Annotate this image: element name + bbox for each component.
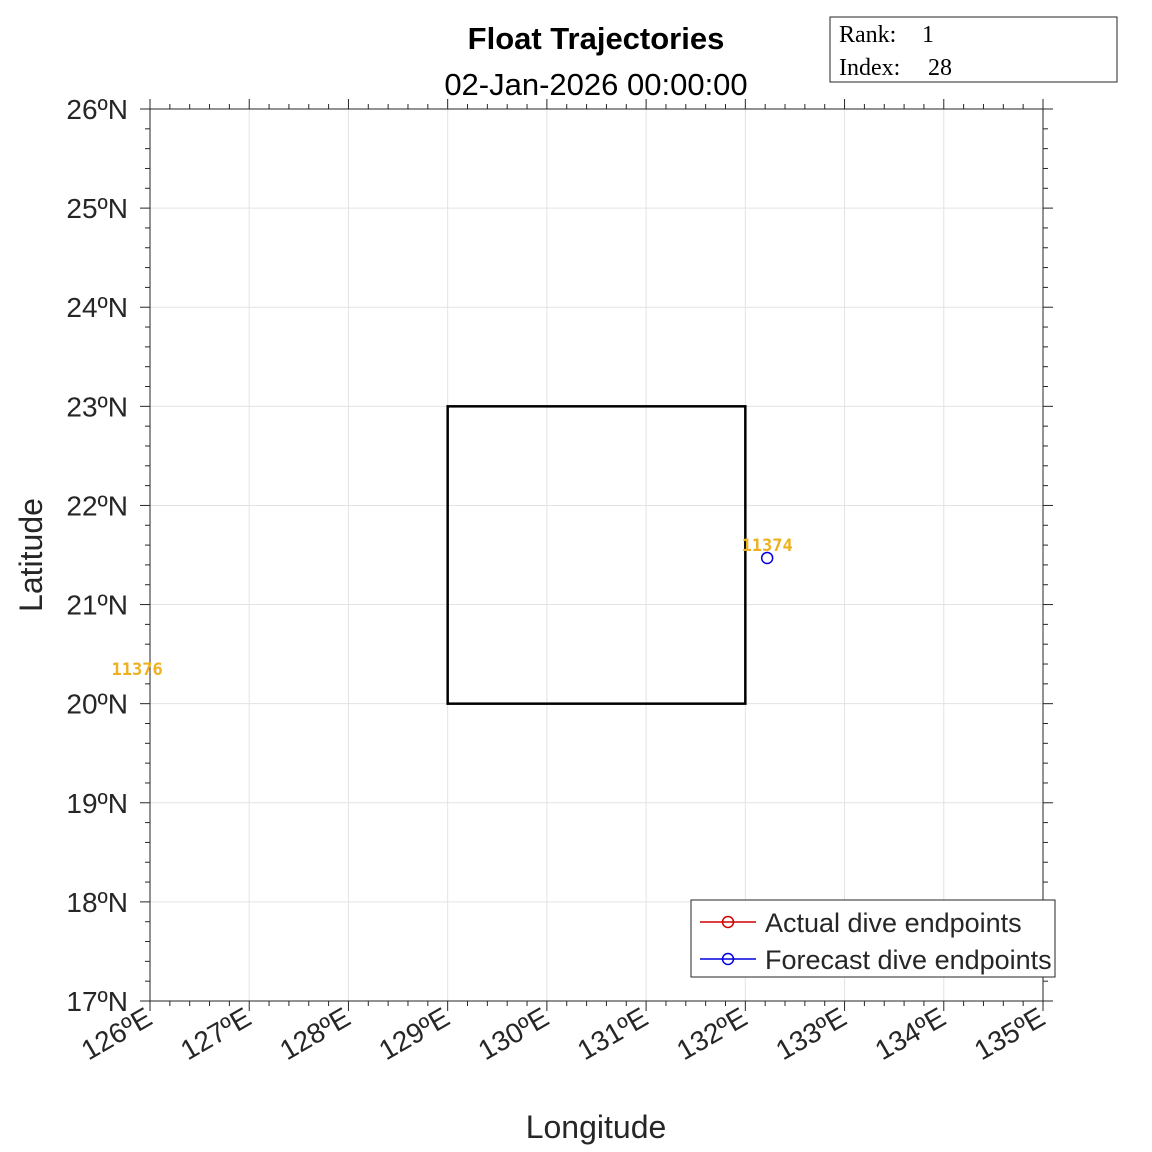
index-label: Index: (839, 55, 900, 81)
y-axis-label: Latitude (13, 498, 49, 612)
forecast-point (760, 551, 774, 565)
y-tick-label: 17ºN (66, 986, 128, 1017)
x-tick-label: 132ºE (671, 1001, 752, 1066)
x-tick-label: 131ºE (572, 1001, 653, 1066)
legend-marker (721, 915, 735, 929)
y-tick-label: 20ºN (66, 689, 128, 720)
rank-value: 1 (922, 22, 934, 48)
x-tick-label: 129ºE (374, 1001, 455, 1066)
y-tick-label: 22ºN (66, 490, 128, 521)
index-value: 28 (928, 55, 952, 81)
x-tick-label: 135ºE (969, 1001, 1050, 1066)
y-tick-label: 25ºN (66, 193, 128, 224)
region-box (446, 405, 747, 705)
y-tick-label: 26ºN (66, 94, 128, 125)
x-tick-label: 130ºE (473, 1001, 554, 1066)
y-tick-label: 21ºN (66, 590, 128, 621)
x-tick-label: 133ºE (771, 1001, 852, 1066)
x-axis-label: Longitude (526, 1109, 667, 1145)
chart-subtitle: 02-Jan-2026 00:00:00 (444, 67, 747, 102)
y-tick-label: 19ºN (66, 788, 128, 819)
chart-title: Float Trajectories (468, 21, 725, 56)
legend-label: Actual dive endpoints (765, 908, 1022, 938)
x-tick-label: 128ºE (274, 1001, 355, 1066)
x-tick-label: 134ºE (870, 1001, 951, 1066)
y-tick-label: 23ºN (66, 391, 128, 422)
rank-label: Rank: (839, 22, 896, 48)
legend-marker (721, 952, 735, 966)
x-tick-label: 127ºE (175, 1001, 256, 1066)
float-label: 11376 (112, 660, 163, 680)
legend-box (690, 899, 1056, 978)
legend-label: Forecast dive endpoints (765, 945, 1052, 975)
axes-box (149, 108, 1044, 1002)
y-tick-label: 24ºN (66, 292, 128, 323)
info-box (829, 16, 1118, 83)
y-tick-label: 18ºN (66, 887, 128, 918)
float-label: 11374 (742, 536, 793, 556)
